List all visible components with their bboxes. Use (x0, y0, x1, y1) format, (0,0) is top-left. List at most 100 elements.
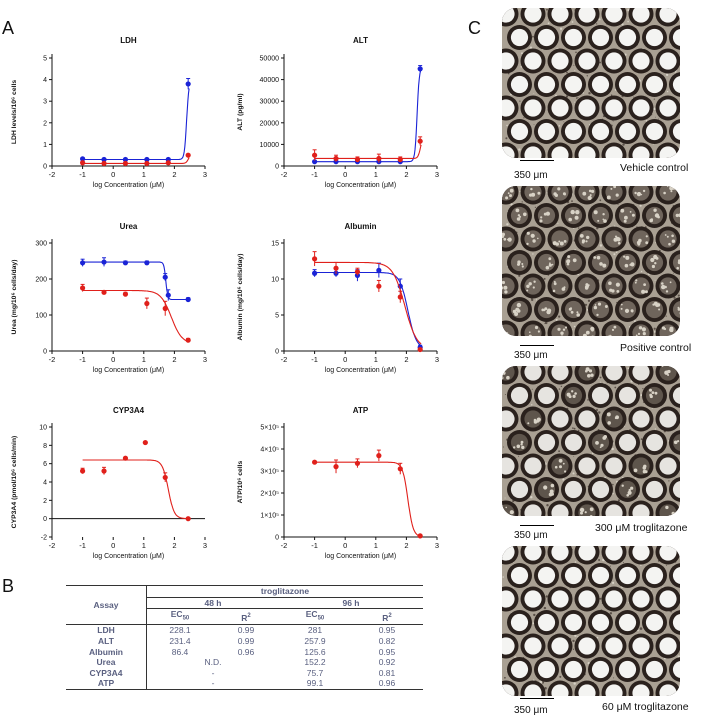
chart-title: LDH (120, 36, 137, 45)
chart-panel: LDH -2 -1 0 1 2 3 log Concentration (μM) 0 1 2 3 4 5 L… (11, 36, 439, 560)
y-tick-label: 3×10⁵ (260, 469, 279, 476)
y-tick-label: 3 (43, 99, 47, 106)
data-point-blue (144, 260, 150, 266)
micrograph-vehicle (502, 8, 680, 158)
y-tick-label: 10 (39, 425, 47, 432)
caption-vehicle: Vehicle control (620, 162, 689, 174)
data-point-red (122, 160, 129, 167)
data-point-blue (162, 274, 168, 280)
data-point-red (397, 294, 403, 300)
data-point-red (376, 453, 382, 459)
caption-60uM: 60 μM troglitazone (602, 701, 689, 713)
data-point-red (376, 283, 382, 289)
data-point-red (417, 138, 423, 144)
data-point-blue (80, 156, 86, 162)
x-tick-label: 0 (343, 355, 347, 364)
x-tick-label: 2 (404, 541, 408, 550)
y-tick-label: 40000 (260, 77, 280, 84)
data-point-red (354, 156, 361, 163)
chart-title: ALT (353, 36, 368, 45)
x-tick-label: -2 (281, 355, 288, 364)
data-point-blue (122, 260, 129, 266)
y-tick-label: 50000 (260, 56, 280, 63)
x-tick-label: -2 (281, 541, 288, 550)
x-axis-label: log Concentration (μM) (93, 553, 164, 560)
x-tick-label: 0 (111, 541, 115, 550)
x-tick-label: 0 (343, 541, 347, 550)
fit-curve-blue (314, 69, 422, 163)
data-point-red (144, 160, 150, 167)
chart-atp: ATP -2 -1 0 1 2 3 log Concentration (μM) 0 1×10⁵ 2… (237, 406, 439, 560)
chart-cyp3a4: CYP3A4 -2 -1 0 1 2 3 log Concentration (μM) -2 0 2… (11, 406, 207, 560)
x-tick-label: 3 (435, 170, 439, 179)
r2-header-96: R2 (382, 612, 392, 623)
y-tick-label: 4×10⁵ (260, 447, 279, 454)
data-point-red (185, 152, 191, 158)
data-point-red (80, 468, 86, 474)
x-tick-label: -1 (311, 170, 318, 179)
x-axis-label: log Concentration (μM) (93, 367, 164, 374)
x-tick-label: 1 (142, 355, 146, 364)
y-tick-label: 1×10⁵ (260, 513, 279, 520)
x-tick-label: 2 (172, 170, 176, 179)
x-tick-label: 3 (203, 170, 207, 179)
fit-curve-red (82, 459, 190, 520)
x-tick-label: -1 (79, 355, 86, 364)
y-axis-label: ATP/10⁶ cells (237, 460, 244, 503)
scale-label: 350 μm (514, 350, 548, 361)
micrograph-300uM (502, 366, 680, 516)
x-tick-label: -2 (281, 170, 288, 179)
fit-curve-red (314, 261, 422, 345)
x-tick-label: 3 (203, 355, 207, 364)
x-tick-label: 0 (111, 170, 115, 179)
y-axis-label: CYP3A4 (pmol/10⁶ cells/min) (11, 436, 18, 529)
time-48-header: 48 h (146, 597, 279, 610)
x-tick-label: -2 (49, 541, 56, 550)
scale-bar (520, 345, 554, 346)
data-point-red (376, 155, 382, 162)
y-tick-label: 5 (43, 56, 47, 63)
ec50-table: Assay troglitazone 48 h 96 h EC50 R2 EC5… (66, 585, 423, 690)
y-tick-label: 4 (43, 77, 47, 84)
caption-300uM: 300 μM troglitazone (595, 522, 688, 534)
data-point-blue (101, 156, 107, 163)
data-point-blue (144, 156, 150, 163)
caption-positive: Positive control (620, 342, 692, 354)
x-tick-label: 1 (142, 170, 146, 179)
data-point-red (354, 269, 361, 275)
x-axis-label: log Concentration (μM) (325, 182, 396, 189)
micrograph-positive (502, 186, 680, 336)
data-point-red (101, 289, 107, 295)
fit-curve-red (314, 461, 422, 538)
table-row: Urea N.D. 152.2 0.92 (66, 657, 423, 668)
micrograph-60uM (502, 546, 680, 696)
x-tick-label: -2 (49, 170, 56, 179)
r2-header-48: R2 (241, 612, 251, 623)
data-point-red (333, 265, 339, 271)
y-tick-label: 0 (43, 164, 47, 171)
table-row: CYP3A4 - 75.7 0.81 (66, 667, 423, 679)
y-tick-label: 2 (43, 120, 47, 127)
y-tick-label: 4 (43, 480, 47, 487)
y-tick-label: 0 (275, 535, 279, 542)
data-point-red (162, 305, 168, 312)
compound-header: troglitazone (146, 585, 423, 598)
data-point-red (417, 533, 423, 539)
x-axis-label: log Concentration (μM) (325, 367, 396, 374)
x-tick-label: 3 (435, 355, 439, 364)
y-tick-label: 6 (43, 461, 47, 468)
data-point-blue (376, 267, 382, 273)
data-point-red (101, 468, 107, 474)
y-tick-label: 5 (275, 313, 279, 320)
data-point-red (397, 156, 403, 163)
x-tick-label: 2 (172, 541, 176, 550)
scale-bar (520, 525, 554, 526)
x-tick-label: -1 (79, 170, 86, 179)
fit-curve-red (82, 289, 190, 343)
x-tick-label: 2 (404, 170, 408, 179)
y-axis-label: ALT (pg/ml) (237, 93, 244, 130)
y-tick-label: 2 (43, 498, 47, 505)
panel-label-a: A (2, 18, 15, 38)
x-axis-label: log Concentration (μM) (93, 182, 164, 189)
x-tick-label: 3 (435, 541, 439, 550)
